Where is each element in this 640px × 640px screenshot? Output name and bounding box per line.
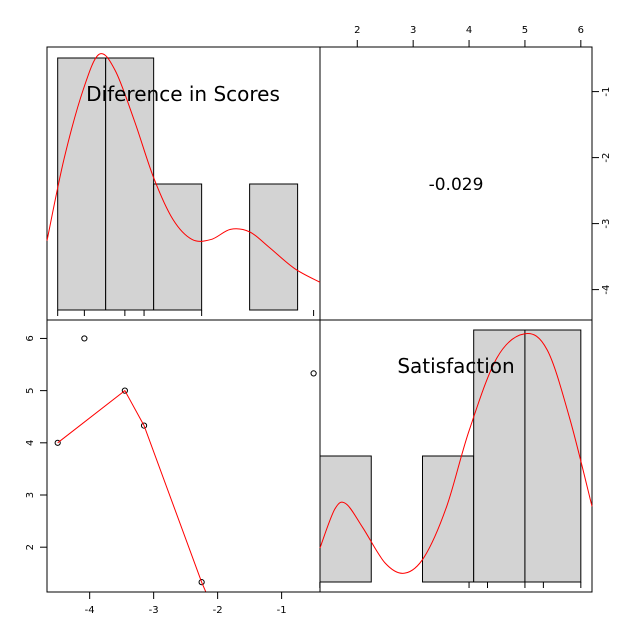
scatter-point	[198, 579, 205, 586]
density-line-diff	[46, 53, 321, 283]
histogram-bar	[249, 183, 299, 311]
y-tick-label-satisfaction: 6	[25, 335, 36, 341]
scatter-point	[121, 387, 128, 394]
x-tick-label-diff: -3	[149, 605, 159, 616]
y-tick-label-diff: -3	[601, 219, 612, 229]
correlation-value: -0.029	[429, 175, 484, 195]
y-tick-label-diff: -4	[601, 285, 612, 295]
x-tick-label-diff: -4	[85, 605, 95, 616]
y-tick-label-satisfaction: 4	[25, 440, 36, 446]
histogram-bar	[421, 455, 475, 583]
scatter-point	[54, 439, 61, 446]
scatter-point	[140, 422, 148, 429]
smooth-line	[57, 389, 207, 592]
y-tick-label-diff: -1	[601, 87, 612, 97]
variable-label-diff: Diference in Scores	[86, 82, 280, 106]
density-line-satisfaction	[319, 333, 593, 574]
y-tick-label-diff: -2	[601, 153, 612, 163]
y-tick-label-satisfaction: 5	[25, 387, 36, 393]
y-tick-label-satisfaction: 3	[25, 492, 36, 498]
x-tick-label-satisfaction: 6	[578, 25, 584, 36]
x-tick-label-satisfaction: 4	[466, 25, 472, 36]
x-tick-label-satisfaction: 5	[522, 25, 528, 36]
x-tick-label-diff: -2	[213, 605, 223, 616]
panel-scatter	[46, 319, 321, 593]
axes: -4 -3 -2 -1 2 3 4 5 6 2 3 4 5 6 -1 -2 -3 -4	[25, 25, 612, 616]
x-tick-label-satisfaction: 2	[354, 25, 360, 36]
histogram-bar	[319, 455, 372, 583]
x-tick-label-diff: -1	[277, 605, 287, 616]
rug-ticks	[57, 310, 582, 588]
histogram-bars	[57, 57, 582, 583]
scatter-point	[81, 335, 88, 342]
scatter-layer	[54, 335, 317, 592]
density-curves	[46, 53, 593, 574]
scatter-point	[310, 370, 317, 377]
variable-label-satisfaction: Satisfaction	[397, 354, 514, 378]
x-tick-label-satisfaction: 3	[410, 25, 416, 36]
y-tick-label-satisfaction: 2	[25, 544, 36, 550]
histogram-bar	[57, 57, 107, 311]
histogram-bar	[105, 57, 155, 311]
histogram-bar	[524, 329, 582, 583]
histogram-bar	[153, 183, 203, 311]
